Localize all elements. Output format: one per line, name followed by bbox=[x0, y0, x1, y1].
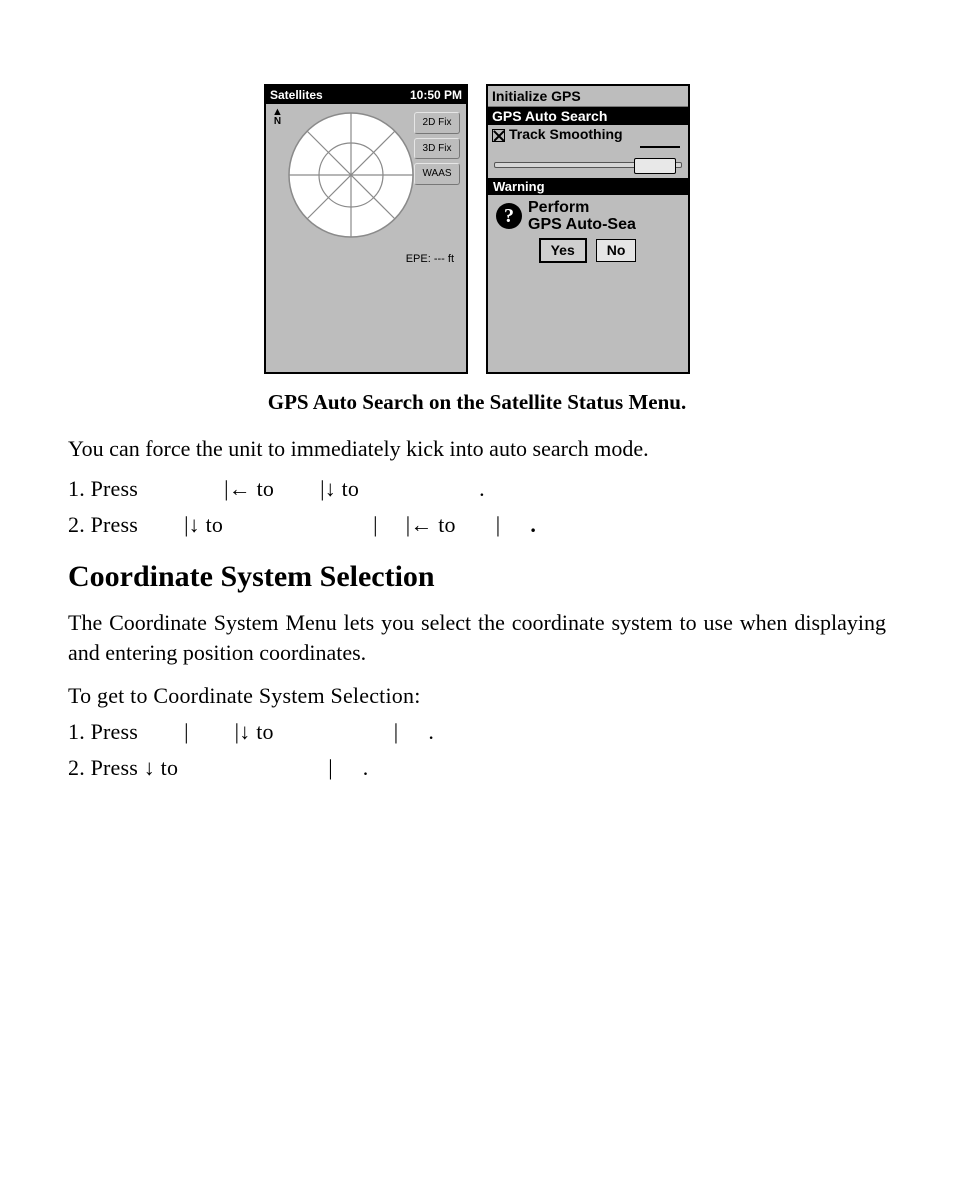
north-label: N bbox=[274, 116, 281, 127]
step-a2: 2. Press|↓ to||← to|. bbox=[68, 510, 886, 540]
step-b1: 1. Press||↓ to|. bbox=[68, 717, 886, 747]
lead-b: To get to Coordinate System Selection: bbox=[68, 681, 886, 711]
yes-button[interactable]: Yes bbox=[540, 239, 586, 262]
left-arrow-icon: ← bbox=[410, 512, 432, 537]
header-clock: 10:50 PM bbox=[410, 87, 462, 103]
fix-button-column: 2D Fix 3D Fix WAAS bbox=[414, 112, 460, 185]
checkbox-checked-icon bbox=[492, 129, 505, 142]
warning-text: Perform GPS Auto-Sea bbox=[528, 199, 636, 233]
figure-row: Satellites 10:50 PM ▲ N 2D Fix bbox=[68, 84, 886, 374]
header-title: Satellites bbox=[270, 87, 323, 103]
step-b2: 2. Press ↓ to|. bbox=[68, 753, 886, 783]
warning-dialog: ? Perform GPS Auto-Sea Yes No bbox=[488, 195, 688, 270]
north-indicator: ▲ N bbox=[272, 108, 283, 126]
fix-waas-button[interactable]: WAAS bbox=[414, 163, 460, 185]
step-a1: 1. Press|← to|↓ to. bbox=[68, 474, 886, 504]
skyplot-icon bbox=[286, 110, 416, 240]
down-arrow-icon: ↓ bbox=[325, 476, 336, 501]
fix-3d-button[interactable]: 3D Fix bbox=[414, 138, 460, 160]
left-arrow-icon: ← bbox=[229, 476, 251, 501]
section-paragraph: The Coordinate System Menu lets you sele… bbox=[68, 608, 886, 667]
figure-caption: GPS Auto Search on the Satellite Status … bbox=[68, 388, 886, 416]
no-button[interactable]: No bbox=[596, 239, 637, 262]
down-arrow-icon: ↓ bbox=[144, 755, 155, 780]
menu-item-label: Track Smoothing bbox=[509, 126, 623, 142]
menu-item-auto-search[interactable]: GPS Auto Search bbox=[488, 107, 688, 125]
warning-title-bar: Warning bbox=[488, 178, 688, 195]
screen-header: Satellites 10:50 PM bbox=[266, 86, 466, 104]
down-arrow-icon: ↓ bbox=[189, 512, 200, 537]
satellite-status-screen: Satellites 10:50 PM ▲ N 2D Fix bbox=[264, 84, 468, 374]
down-arrow-icon: ↓ bbox=[239, 719, 250, 744]
obscured-slider bbox=[494, 146, 682, 174]
menu-item-track-smoothing[interactable]: Track Smoothing bbox=[488, 125, 688, 143]
fix-2d-button[interactable]: 2D Fix bbox=[414, 112, 460, 134]
question-icon: ? bbox=[496, 203, 522, 229]
gps-menu-screen: Initialize GPS GPS Auto Search Track Smo… bbox=[486, 84, 690, 374]
section-heading: Coordinate System Selection bbox=[68, 557, 886, 598]
menu-title: Initialize GPS bbox=[488, 86, 688, 107]
epe-readout: EPE: --- ft bbox=[406, 252, 454, 267]
intro-paragraph: You can force the unit to immediately ki… bbox=[68, 434, 886, 464]
